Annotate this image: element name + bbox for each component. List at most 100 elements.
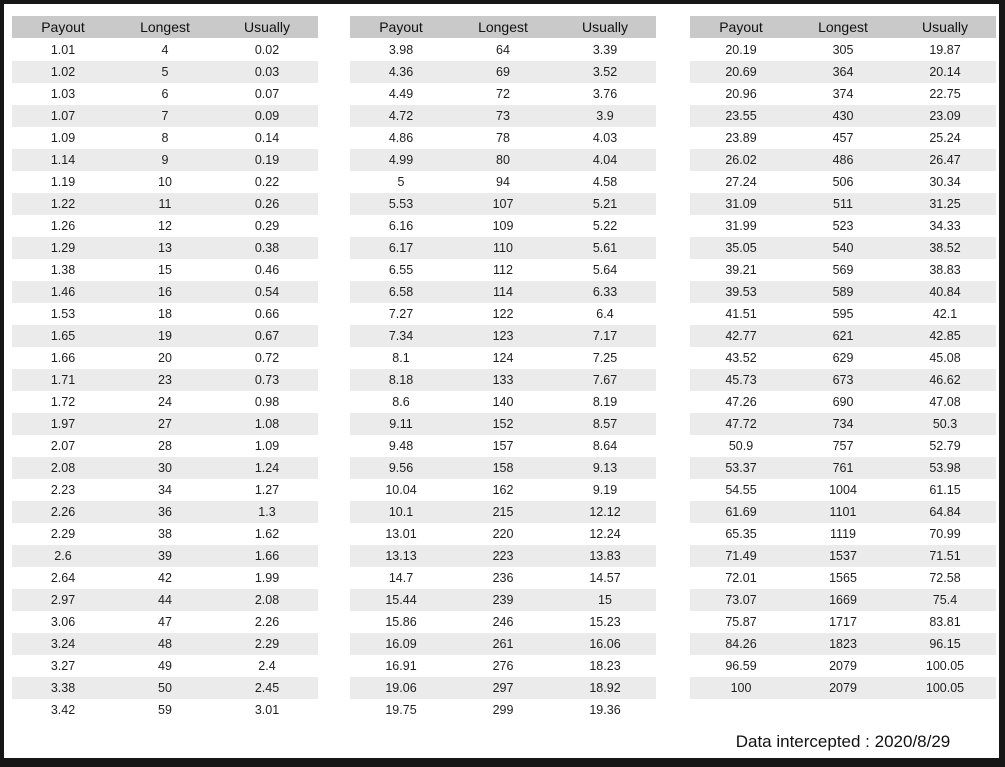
- cell-usually: 40.84: [929, 285, 961, 299]
- table-row: 84.26 1823 96.15: [690, 633, 996, 655]
- header-row: Payout Longest Usually: [350, 16, 656, 39]
- table-row: 19.75 299 19.36: [350, 699, 656, 721]
- cell-usually: 0.09: [254, 109, 280, 123]
- cell-longest: 140: [492, 395, 514, 409]
- table-row: 5.53 107 5.21: [350, 193, 656, 215]
- table-row: 100 2079 100.05: [690, 677, 996, 699]
- cell-longest: 72: [496, 87, 510, 101]
- cell-payout: 3.27: [50, 659, 76, 673]
- cell-usually: 4.04: [592, 153, 618, 167]
- table-row: 1.53 18 0.66: [12, 303, 318, 325]
- cell-payout: 10.04: [385, 483, 417, 497]
- cell-longest: 239: [492, 593, 514, 607]
- table-row: 47.26 690 47.08: [690, 391, 996, 413]
- cell-longest: 621: [832, 329, 854, 343]
- cell-usually: 2.26: [254, 615, 280, 629]
- cell-usually: 5.64: [592, 263, 618, 277]
- header-row: Payout Longest Usually: [690, 16, 996, 39]
- column-header-longest: Longest: [114, 16, 216, 39]
- cell-longest: 23: [158, 373, 172, 387]
- cell-payout: 6.55: [388, 263, 414, 277]
- cell-usually: 0.73: [254, 373, 280, 387]
- cell-longest: 297: [492, 681, 514, 695]
- cell-usually: 0.14: [254, 131, 280, 145]
- table-body: 3.98 64 3.39 4.36 69 3.52 4.49 72 3.76 4.72 73 3.9 4…: [350, 38, 656, 721]
- cell-usually: 38.83: [929, 263, 961, 277]
- table-row: 6.17 110 5.61: [350, 237, 656, 259]
- cell-payout: 61.69: [725, 505, 757, 519]
- cell-usually: 52.79: [929, 439, 961, 453]
- cell-payout: 3.06: [50, 615, 76, 629]
- cell-usually: 0.98: [254, 395, 280, 409]
- cell-payout: 1.03: [50, 87, 76, 101]
- cell-longest: 276: [492, 659, 514, 673]
- cell-usually: 100.05: [925, 681, 965, 695]
- table-row: 1.14 9 0.19: [12, 149, 318, 171]
- cell-payout: 7.34: [388, 329, 414, 343]
- table-row: 7.27 122 6.4: [350, 303, 656, 325]
- table-row: 9.11 152 8.57: [350, 413, 656, 435]
- cell-usually: 0.54: [254, 285, 280, 299]
- table-row: 2.23 34 1.27: [12, 479, 318, 501]
- cell-payout: 73.07: [725, 593, 757, 607]
- cell-payout: 23.89: [725, 131, 757, 145]
- table-row: 4.72 73 3.9: [350, 105, 656, 127]
- cell-usually: 9.13: [592, 461, 618, 475]
- table-row: 23.55 430 23.09: [690, 105, 996, 127]
- column-header-longest: Longest: [792, 16, 894, 39]
- cell-payout: 7.27: [388, 307, 414, 321]
- cell-usually: 13.83: [589, 549, 621, 563]
- cell-payout: 3.98: [388, 43, 414, 57]
- cell-usually: 0.67: [254, 329, 280, 343]
- table-row: 2.64 42 1.99: [12, 567, 318, 589]
- table-row: 1.38 15 0.46: [12, 259, 318, 281]
- cell-payout: 1.46: [50, 285, 76, 299]
- cell-payout: 20.19: [725, 43, 757, 57]
- table-row: 6.16 109 5.22: [350, 215, 656, 237]
- cell-longest: 673: [832, 373, 854, 387]
- cell-longest: 20: [158, 351, 172, 365]
- cell-usually: 72.58: [929, 571, 961, 585]
- cell-payout: 1.97: [50, 417, 76, 431]
- cell-longest: 761: [832, 461, 854, 475]
- cell-longest: 9: [161, 153, 169, 167]
- cell-payout: 1.53: [50, 307, 76, 321]
- cell-longest: 223: [492, 549, 514, 563]
- cell-payout: 1.38: [50, 263, 76, 277]
- column-header-usually: Usually: [216, 16, 318, 39]
- table-row: 45.73 673 46.62: [690, 369, 996, 391]
- cell-payout: 9.48: [388, 439, 414, 453]
- cell-longest: 69: [496, 65, 510, 79]
- cell-longest: 47: [158, 615, 172, 629]
- table-row: 1.09 8 0.14: [12, 127, 318, 149]
- cell-payout: 2.08: [50, 461, 76, 475]
- table-row: 53.37 761 53.98: [690, 457, 996, 479]
- cell-usually: 8.19: [592, 395, 618, 409]
- cell-usually: 14.57: [589, 571, 621, 585]
- cell-longest: 4: [161, 43, 169, 57]
- column-header-longest: Longest: [452, 16, 554, 39]
- cell-usually: 16.06: [589, 637, 621, 651]
- cell-payout: 4.86: [388, 131, 414, 145]
- table-row: 1.46 16 0.54: [12, 281, 318, 303]
- table-row: 1.29 13 0.38: [12, 237, 318, 259]
- cell-longest: 595: [832, 307, 854, 321]
- table-row: 20.19 305 19.87: [690, 38, 996, 61]
- cell-usually: 61.15: [929, 483, 961, 497]
- cell-payout: 13.13: [385, 549, 417, 563]
- cell-longest: 246: [492, 615, 514, 629]
- table-row: 3.27 49 2.4: [12, 655, 318, 677]
- cell-usually: 0.29: [254, 219, 280, 233]
- table-row: 27.24 506 30.34: [690, 171, 996, 193]
- cell-usually: 0.26: [254, 197, 280, 211]
- cell-longest: 1717: [829, 615, 857, 629]
- cell-longest: 13: [158, 241, 172, 255]
- cell-longest: 2079: [829, 659, 857, 673]
- table-row: 72.01 1565 72.58: [690, 567, 996, 589]
- cell-payout: 16.09: [385, 637, 417, 651]
- cell-payout: 54.55: [725, 483, 757, 497]
- cell-usually: 5.61: [592, 241, 618, 255]
- cell-longest: 364: [832, 65, 854, 79]
- cell-longest: 109: [492, 219, 514, 233]
